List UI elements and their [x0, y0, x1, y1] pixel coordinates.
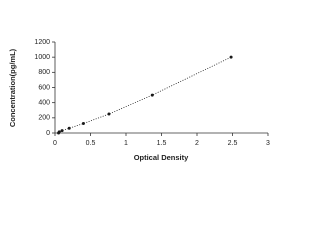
y-axis-label: Concentration(pg/mL) [8, 48, 17, 127]
x-tick-label: 0 [53, 140, 57, 147]
x-tick-label: 1 [124, 140, 128, 147]
x-tick-label: 1.5 [157, 140, 167, 147]
data-point [81, 122, 85, 126]
x-tick-label: 0.5 [86, 140, 96, 147]
y-tick-label: 600 [38, 84, 50, 91]
x-axis-label: Optical Density [134, 153, 189, 162]
y-tick-label: 400 [38, 100, 50, 107]
y-tick-label: 1200 [34, 39, 50, 46]
chart: Optical Density Concentration(pg/mL) 020… [8, 39, 270, 162]
y-tick-label: 0 [46, 130, 50, 137]
data-point [67, 126, 71, 130]
y-tick-label: 1000 [34, 54, 50, 61]
x-tick-label: 2.5 [228, 140, 238, 147]
y-tick-label: 200 [38, 115, 50, 122]
x-tick-label: 2 [195, 140, 199, 147]
data-point [107, 112, 111, 116]
data-point [229, 55, 233, 59]
x-tick-label: 3 [266, 140, 270, 147]
y-tick-label: 800 [38, 69, 50, 76]
fit-line [58, 56, 232, 134]
data-point [150, 93, 154, 97]
data-point [60, 129, 64, 133]
data-point [57, 130, 61, 134]
